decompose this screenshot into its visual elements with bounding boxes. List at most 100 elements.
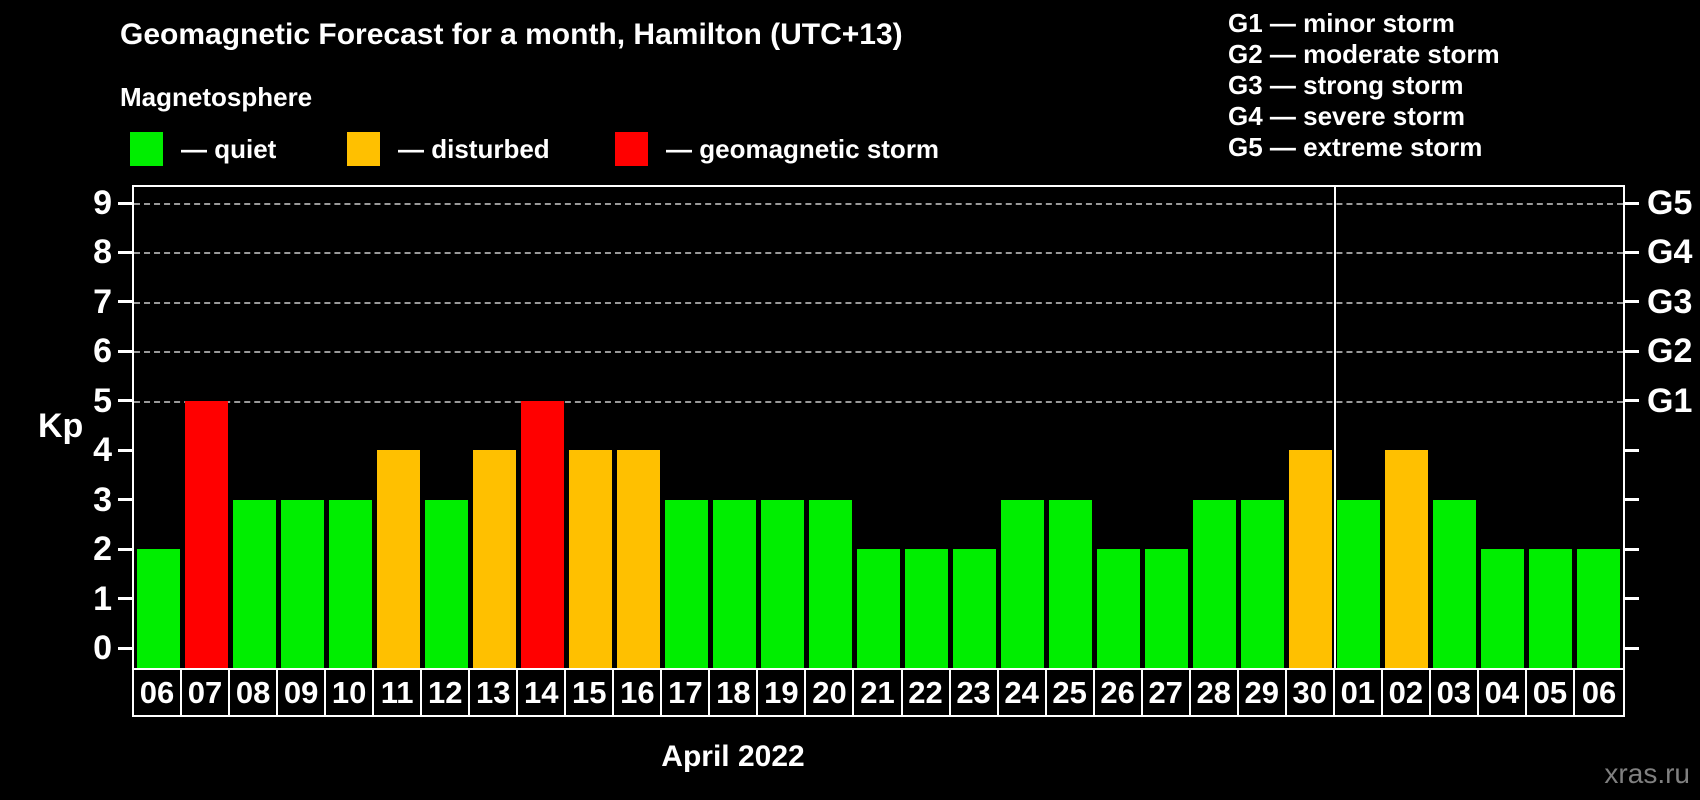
date-cell-03: 03 [1430, 670, 1479, 715]
kp-bar-12 [424, 499, 468, 668]
date-cell-19: 19 [758, 670, 807, 715]
kp-bar-29 [1241, 499, 1285, 668]
date-cell-23: 23 [950, 670, 999, 715]
kp-bar-02 [1385, 450, 1429, 668]
y-axis-tick-label-0: 0 [93, 629, 112, 667]
y-axis-tick-0 [118, 646, 132, 650]
legend-item-quiet: — quiet [130, 132, 276, 166]
kp-bar-13 [472, 450, 516, 668]
x-axis-caption: April 2022 [661, 740, 805, 773]
kp-bar-28 [1193, 499, 1237, 668]
chart-title: Geomagnetic Forecast for a month, Hamilt… [120, 18, 903, 51]
right-axis-tick-0 [1625, 646, 1639, 650]
y-axis-tick-label-8: 8 [93, 233, 112, 272]
gridline-kp7 [134, 301, 1623, 304]
date-cell-20: 20 [806, 670, 855, 715]
kp-bar-04 [1481, 549, 1525, 668]
kp-bar-06 [136, 549, 180, 668]
g-scale-legend-item: G2 — moderate storm [1228, 39, 1500, 69]
g-scale-legend-item: G3 — strong storm [1228, 70, 1464, 100]
right-axis-label-G2: G2 [1647, 332, 1693, 371]
date-cell-16: 16 [614, 670, 663, 715]
right-axis-tick-9 [1625, 201, 1639, 205]
gridline-kp9 [134, 203, 1623, 206]
legend-item-disturbed: — disturbed [347, 132, 550, 166]
kp-bar-10 [328, 499, 372, 668]
y-axis-tick-9 [118, 201, 132, 205]
kp-bar-27 [1145, 549, 1189, 668]
y-axis-tick-label-6: 6 [93, 332, 112, 371]
kp-bar-01 [1337, 499, 1381, 668]
date-cell-05: 05 [1526, 670, 1575, 715]
kp-bar-09 [280, 499, 324, 668]
right-axis-tick-1 [1625, 597, 1639, 601]
kp-bar-14 [520, 400, 564, 668]
gridline-kp8 [134, 252, 1623, 255]
date-cell-01: 01 [1334, 670, 1383, 715]
legend-label-quiet: — quiet [181, 133, 277, 164]
kp-bar-07 [184, 400, 228, 668]
right-axis-tick-7 [1625, 300, 1639, 304]
date-cell-25: 25 [1046, 670, 1095, 715]
y-axis-tick-4 [118, 448, 132, 452]
y-axis-tick-label-2: 2 [93, 530, 112, 569]
y-axis-tick-label-1: 1 [93, 579, 112, 618]
kp-bar-06 [1577, 549, 1621, 668]
y-axis-label: Kp [38, 407, 84, 445]
right-axis-label-G3: G3 [1647, 282, 1693, 321]
storm-color-swatch [615, 132, 648, 166]
right-axis-tick-4 [1625, 448, 1639, 452]
date-cell-06: 06 [1574, 670, 1623, 715]
x-axis-date-row: 06 07 08 09 10 11 12 13 14 15 16 17 18 19 20 21 22 23 24 25… [132, 668, 1625, 717]
chart-subtitle: Magnetosphere [120, 82, 313, 112]
g-scale-legend: G1 — minor storm G2 — moderate storm G3 — … [1228, 8, 1500, 163]
y-axis-tick-label-3: 3 [93, 480, 112, 519]
y-axis-tick-1 [118, 597, 132, 601]
date-cell-22: 22 [902, 670, 951, 715]
kp-bar-17 [664, 499, 708, 668]
kp-bar-23 [953, 549, 997, 668]
right-axis-tick-2 [1625, 547, 1639, 551]
date-cell-30: 30 [1286, 670, 1335, 715]
g-scale-legend-item: G5 — extreme storm [1228, 132, 1483, 162]
kp-bar-20 [808, 499, 852, 668]
y-axis-tick-8 [118, 250, 132, 254]
date-cell-21: 21 [854, 670, 903, 715]
g-scale-legend-item: G4 — severe storm [1228, 101, 1466, 131]
right-axis-tick-6 [1625, 349, 1639, 353]
kp-bar-21 [856, 549, 900, 668]
date-cell-09: 09 [278, 670, 327, 715]
date-cell-13: 13 [470, 670, 519, 715]
gridline-kp5 [134, 400, 1623, 403]
y-axis-tick-5 [118, 399, 132, 403]
date-cell-18: 18 [710, 670, 759, 715]
date-cell-12: 12 [422, 670, 471, 715]
date-cell-07: 07 [182, 670, 231, 715]
kp-bar-15 [568, 450, 612, 668]
kp-bar-22 [905, 549, 949, 668]
right-axis-tick-3 [1625, 498, 1639, 502]
y-axis-tick-6 [118, 349, 132, 353]
right-axis-tick-8 [1625, 250, 1639, 254]
kp-bar-24 [1001, 499, 1045, 668]
y-axis-tick-label-9: 9 [93, 184, 112, 223]
date-cell-04: 04 [1478, 670, 1527, 715]
kp-bar-18 [712, 499, 756, 668]
date-cell-27: 27 [1142, 670, 1191, 715]
kp-bar-08 [232, 499, 276, 668]
y-axis-tick-label-4: 4 [93, 431, 112, 470]
disturbed-color-swatch [347, 132, 380, 166]
watermark: xras.ru [1604, 758, 1690, 789]
date-cell-17: 17 [662, 670, 711, 715]
legend-label-storm: — geomagnetic storm [666, 133, 940, 164]
kp-bar-19 [760, 499, 804, 668]
y-axis-tick-7 [118, 300, 132, 304]
right-axis-tick-5 [1625, 399, 1639, 403]
date-cell-24: 24 [998, 670, 1047, 715]
y-axis-tick-2 [118, 547, 132, 551]
date-cell-08: 08 [230, 670, 279, 715]
kp-bar-16 [616, 450, 660, 668]
right-axis-label-G4: G4 [1647, 233, 1693, 272]
quiet-color-swatch [130, 132, 163, 166]
date-cell-28: 28 [1190, 670, 1239, 715]
